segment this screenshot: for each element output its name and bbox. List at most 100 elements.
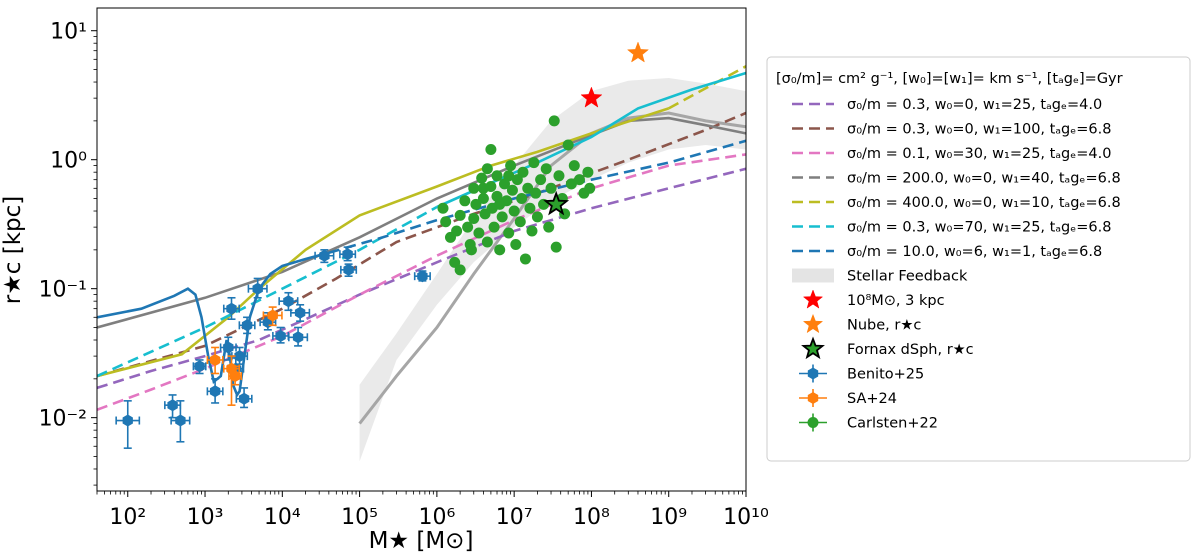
data-point-2-52 — [553, 170, 565, 182]
data-point-0-6 — [226, 302, 237, 315]
data-point-2-57 — [568, 160, 580, 172]
legend-label-data-0: Benito+25 — [847, 367, 924, 383]
data-point-2-33 — [510, 239, 522, 251]
data-point-2-43 — [530, 187, 542, 199]
data-point-2-12 — [470, 198, 482, 210]
data-point-2-36 — [516, 193, 528, 205]
star-marker-0 — [580, 86, 603, 108]
data-point-0-10 — [241, 319, 253, 332]
data-point-2-6 — [454, 264, 466, 276]
stellar-feedback-median-line — [358, 111, 746, 425]
legend-swatch-marker-1 — [802, 313, 824, 334]
legend-swatch-marker-2 — [801, 336, 825, 360]
data-point-2-39 — [522, 182, 534, 194]
x-tick-label-0: 10² — [109, 505, 146, 530]
model-line-dashed-4 — [668, 65, 746, 110]
star-marker-1 — [626, 41, 650, 63]
data-point-2-8 — [462, 221, 474, 233]
legend-label-marker-1: Nube, r★c — [847, 318, 921, 334]
data-point-2-51 — [550, 241, 562, 253]
data-point-0-1 — [167, 399, 178, 412]
data-point-2-38 — [519, 253, 531, 265]
data-point-0-18 — [342, 248, 353, 261]
model-line-0 — [97, 167, 746, 390]
data-point-2-23 — [491, 170, 503, 182]
x-tick-label-1: 10³ — [187, 505, 224, 530]
data-point-2-22 — [488, 221, 500, 233]
data-point-2-25 — [494, 244, 506, 256]
legend: [σ₀/m]= cm² g⁻¹, [w₀]=[w₁]= km s⁻¹, [tₐg… — [766, 56, 1191, 462]
data-point-2-35 — [514, 216, 526, 228]
data-point-2-58 — [573, 174, 585, 186]
data-point-2-50 — [548, 115, 560, 127]
data-point-0-11 — [252, 282, 263, 295]
data-point-1-2 — [229, 370, 241, 383]
data-point-0-0 — [122, 414, 133, 427]
legend-label-model-1: σ₀/m = 0.3, w₀=0, w₁=100, tₐgₑ=6.8 — [847, 122, 1111, 138]
legend-label-stellar-feedback: Stellar Feedback — [847, 269, 968, 285]
plot-area — [97, 41, 746, 462]
data-point-2-4 — [451, 225, 463, 237]
data-point-2-30 — [505, 160, 517, 172]
axis-ticks: 10² 10³ 10⁴ 10⁵ 10⁶ 10⁷ 10⁸ 10⁹ 10¹⁰ 10⁻² 10⁻¹ 10⁰ 1… — [39, 20, 769, 530]
y-tick-label-2: 10⁰ — [50, 149, 87, 174]
data-point-2-0 — [437, 202, 449, 214]
model-line-dashed-6 — [328, 139, 746, 254]
data-point-2-56 — [565, 178, 577, 190]
data-point-2-26 — [496, 211, 508, 223]
data-point-0-8 — [234, 350, 245, 363]
legend-swatch-data-1 — [807, 392, 819, 404]
x-tick-label-5: 10⁷ — [496, 505, 533, 530]
y-tick-label-1: 10⁻¹ — [39, 278, 87, 303]
data-point-0-17 — [319, 249, 330, 262]
data-point-0-16 — [294, 306, 306, 319]
data-point-2-64 — [494, 198, 506, 210]
star-marker-2 — [543, 190, 570, 216]
data-point-2-11 — [468, 213, 480, 225]
data-point-2-62 — [477, 182, 489, 194]
data-point-2-32 — [508, 205, 520, 217]
legend-header: [σ₀/m]= cm² g⁻¹, [w₀]=[w₁]= km s⁻¹, [tₐg… — [776, 71, 1123, 87]
data-point-2-14 — [476, 172, 488, 184]
legend-frame — [766, 56, 1191, 462]
data-point-0-19 — [343, 263, 354, 276]
data-point-2-48 — [543, 221, 555, 233]
legend-swatch-marker-0 — [802, 289, 824, 309]
legend-label-model-2: σ₀/m = 0.1, w₀=30, w₁=25, tₐgₑ=4.0 — [847, 146, 1111, 162]
x-tick-label-2: 10⁴ — [264, 505, 301, 530]
legend-label-marker-0: 10⁸M⊙, 3 kpc — [847, 293, 945, 309]
x-tick-label-7: 10⁹ — [650, 505, 687, 530]
data-point-1-0 — [209, 354, 221, 366]
legend-label-model-3: σ₀/m = 200.0, w₀=0, w₁=40, tₐgₑ=6.8 — [847, 171, 1121, 187]
data-point-2-37 — [517, 166, 529, 178]
data-point-2-5 — [454, 209, 466, 221]
legend-label-model-0: σ₀/m = 0.3, w₀=0, w₁=25, tₐgₑ=4.0 — [847, 97, 1102, 113]
legend-label-marker-2: Fornax dSph, r★c — [847, 342, 974, 358]
data-point-2-44 — [531, 211, 543, 223]
model-line-2 — [97, 153, 746, 412]
legend-label-model-4: σ₀/m = 400.0, w₀=0, w₁=10, tₐgₑ=6.8 — [847, 195, 1121, 211]
data-point-2-18 — [481, 236, 493, 248]
model-line-4 — [97, 107, 670, 378]
data-point-2-19 — [485, 143, 497, 155]
data-point-0-14 — [283, 295, 294, 308]
data-point-0-13 — [275, 330, 286, 342]
data-point-2-31 — [506, 184, 518, 196]
data-point-2-47 — [540, 163, 552, 175]
data-point-0-4 — [209, 385, 221, 398]
data-point-2-40 — [524, 202, 536, 214]
data-point-2-41 — [526, 225, 538, 237]
legend-swatch-data-2 — [807, 417, 819, 428]
data-point-2-55 — [562, 139, 574, 151]
data-point-2-60 — [582, 166, 594, 178]
data-point-2-42 — [528, 157, 540, 169]
x-tick-label-4: 10⁶ — [418, 505, 455, 530]
legend-label-data-1: SA+24 — [847, 391, 897, 407]
data-point-0-20 — [417, 270, 428, 283]
data-point-2-7 — [459, 195, 471, 207]
data-point-0-3 — [194, 360, 205, 373]
data-point-0-9 — [238, 392, 250, 405]
legend-swatch-stellar-feedback — [792, 268, 834, 283]
data-point-0-5 — [223, 341, 234, 354]
